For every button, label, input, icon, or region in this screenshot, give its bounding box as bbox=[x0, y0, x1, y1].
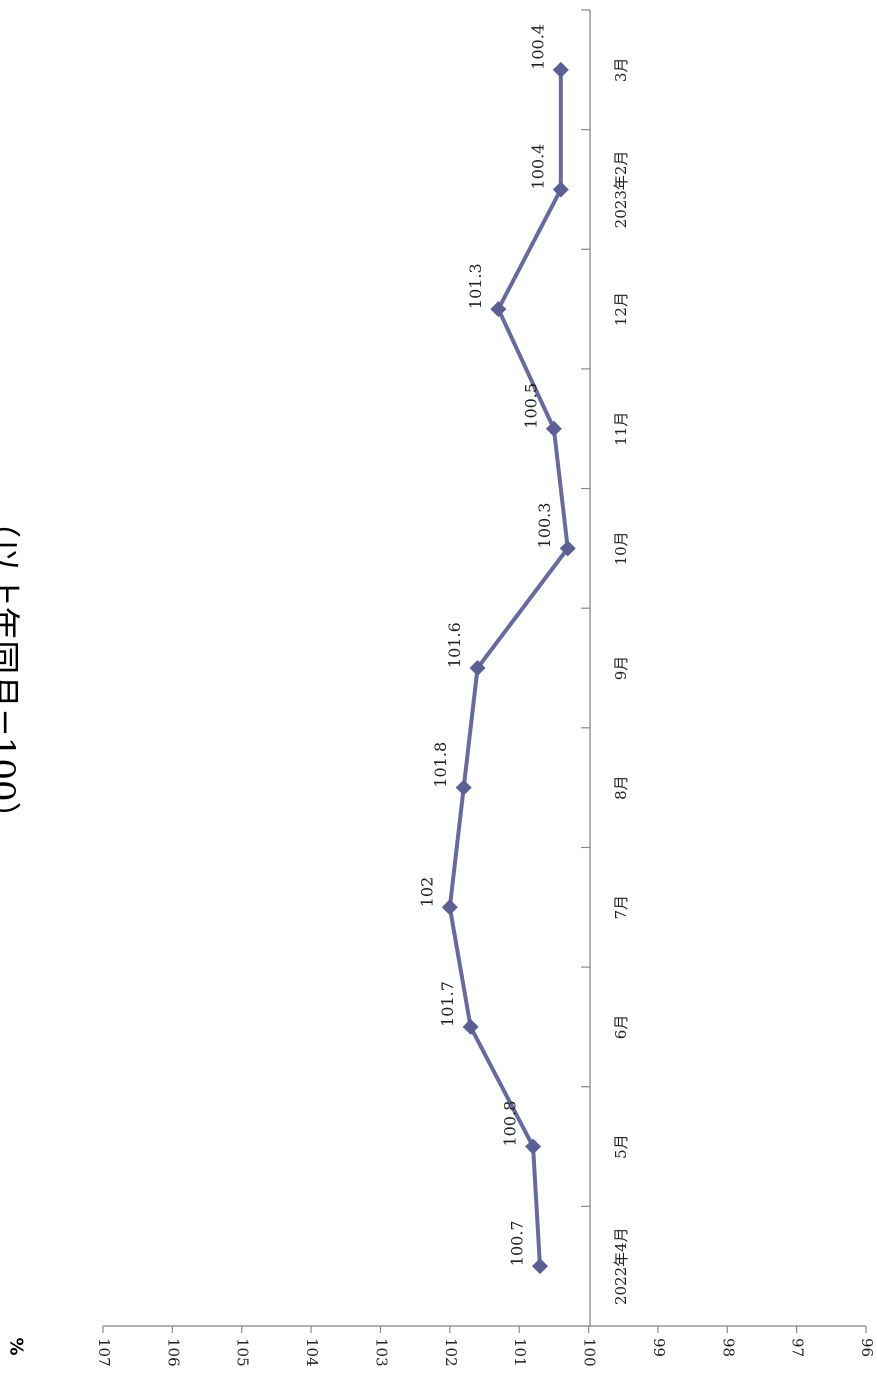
data-point-marker bbox=[531, 1258, 548, 1275]
category-label: 8月 bbox=[612, 775, 630, 800]
data-label: 102 bbox=[417, 877, 436, 908]
data-point-marker bbox=[469, 660, 486, 676]
data-label: 101.7 bbox=[438, 981, 457, 1027]
value-tick-label: 101 bbox=[511, 1338, 529, 1367]
data-label: 100.8 bbox=[501, 1101, 520, 1147]
data-point-marker bbox=[455, 779, 472, 796]
axes bbox=[103, 9, 866, 1327]
data-label: 100.3 bbox=[535, 503, 554, 549]
category-axis-labels: 2022年4月 5月 6月 7月 8月 9月 10月 11月 12月 2023年2月 3月 bbox=[612, 58, 630, 1305]
data-label: 100.7 bbox=[507, 1220, 526, 1266]
category-label: 9月 bbox=[612, 656, 630, 681]
category-label: 3月 bbox=[612, 58, 630, 83]
series-line bbox=[447, 69, 570, 1267]
data-point-marker bbox=[490, 301, 507, 318]
value-tick-label: 107 bbox=[95, 1338, 113, 1367]
data-label: 100.5 bbox=[521, 383, 540, 429]
value-tick-label: 98 bbox=[719, 1338, 737, 1357]
value-tick-label: 96 bbox=[858, 1338, 876, 1357]
data-label: 101.3 bbox=[466, 263, 485, 309]
value-tick-label: 100 bbox=[581, 1338, 599, 1367]
data-point-marker bbox=[441, 899, 458, 916]
data-point-marker bbox=[559, 540, 576, 557]
category-label: 2022年4月 bbox=[612, 1227, 630, 1305]
data-label: 100.4 bbox=[528, 24, 547, 70]
value-tick-label: 99 bbox=[650, 1338, 668, 1357]
value-tick-label: 104 bbox=[303, 1338, 321, 1367]
data-point-marker bbox=[462, 1018, 479, 1035]
value-tick-label: 97 bbox=[789, 1338, 807, 1357]
category-label: 10月 bbox=[612, 531, 630, 565]
category-label: 5月 bbox=[612, 1134, 630, 1159]
value-axis-ticks: 107 106 105 104 103 102 101 100 99 98 97 96 bbox=[95, 1326, 876, 1367]
value-tick-label: 102 bbox=[442, 1338, 460, 1367]
data-point-marker bbox=[552, 181, 569, 198]
value-tick-label: 105 bbox=[234, 1338, 252, 1367]
category-label: 12月 bbox=[612, 292, 630, 326]
category-label: 11月 bbox=[612, 412, 630, 446]
data-label: 101.6 bbox=[445, 622, 464, 668]
value-tick-label: 106 bbox=[164, 1338, 182, 1367]
data-label: 101.8 bbox=[431, 742, 450, 788]
series bbox=[441, 61, 576, 1275]
data-point-marker bbox=[545, 420, 562, 437]
data-labels: 100.7 100.8 101.7 102 101.8 101.6 100.3 100.5 10… bbox=[417, 24, 554, 1266]
category-label: 6月 bbox=[612, 1015, 630, 1040]
data-label: 100.4 bbox=[528, 144, 547, 190]
data-point-marker bbox=[525, 1138, 542, 1155]
category-label: 7月 bbox=[612, 895, 630, 920]
data-point-marker bbox=[552, 61, 569, 78]
value-tick-label: 103 bbox=[372, 1338, 390, 1367]
category-label: 2023年2月 bbox=[612, 151, 630, 229]
